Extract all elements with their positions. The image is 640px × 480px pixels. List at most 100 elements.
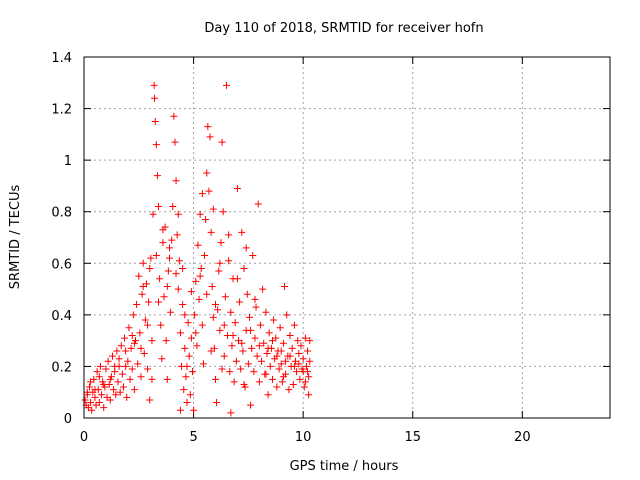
data-point [215,267,223,275]
data-point [169,203,177,211]
data-point [275,365,283,373]
data-point [159,226,167,234]
data-point [139,282,147,290]
data-point [136,329,144,337]
data-point [295,350,303,358]
data-point [188,368,196,376]
data-point [180,386,188,394]
data-point [171,138,179,146]
data-point [174,210,182,218]
data-point [245,313,253,321]
data-point [83,388,91,396]
data-point [216,259,224,267]
data-point [306,337,314,345]
data-point [197,264,205,272]
data-point [198,321,206,329]
data-point [288,344,296,352]
data-point [283,311,291,319]
data-point [152,141,160,149]
data-point [179,264,187,272]
data-point [285,386,293,394]
data-point [110,386,118,394]
data-point [255,378,263,386]
data-point [125,324,133,332]
data-point [174,285,182,293]
data-point [163,282,171,290]
data-point [301,378,309,386]
data-point [251,334,259,342]
data-point [196,272,204,280]
data-point [187,334,195,342]
data-point [294,337,302,345]
data-point [208,282,216,290]
data-point [214,306,222,314]
data-point [207,347,215,355]
data-point [254,200,262,208]
data-point [158,355,166,363]
data-point [199,360,207,368]
data-point [118,370,126,378]
y-tick-label: 0 [64,412,72,427]
data-point [255,342,263,350]
data-point [157,321,165,329]
y-tick-label: 0.8 [51,206,72,221]
data-point [218,138,226,146]
data-point [238,339,246,347]
data-point [256,321,264,329]
data-point [301,334,309,342]
x-tick-label: 15 [404,430,421,445]
data-point [286,331,294,339]
data-point [281,282,289,290]
data-point [209,205,217,213]
axis-ticks [83,56,610,419]
data-point [212,375,219,383]
data-point [251,295,259,303]
x-tick-label: 5 [189,430,197,445]
y-tick-label: 0.6 [51,257,72,272]
data-point [273,383,281,391]
data-point [134,360,142,368]
data-point [270,316,278,324]
data-point [225,257,233,265]
data-point [236,298,244,306]
data-point [95,373,103,381]
plot-frame [83,56,611,419]
data-point [187,288,195,296]
data-point [247,326,255,334]
data-point [227,409,235,417]
data-point [130,339,138,347]
data-point [147,254,155,262]
data-point [146,264,154,272]
data-point [149,210,157,218]
data-point [133,301,141,309]
data-point [102,365,110,373]
data-point [88,406,96,414]
x-tick-label: 10 [295,430,312,445]
data-point [112,391,120,399]
data-point [176,329,184,337]
data-point [277,347,285,355]
data-point [296,375,304,383]
data-point [181,311,189,319]
y-tick-labels: 0 0.2 0.4 0.6 0.8 1 1.2 1.4 [51,51,72,427]
data-point [262,370,270,378]
data-point [87,399,95,407]
data-point [182,373,190,381]
data-point [170,112,178,120]
data-point [184,319,192,327]
data-point [191,311,199,319]
x-tick-label: 20 [514,430,531,445]
data-point [122,347,130,355]
data-point [295,360,303,368]
data-point [203,169,211,177]
data-point [220,321,228,329]
data-point [252,303,260,311]
data-point [242,244,250,252]
data-point [176,406,184,414]
data-point [297,342,305,350]
data-point [156,275,164,283]
data-point [268,375,276,383]
data-point [262,308,270,316]
data-point [192,277,200,285]
